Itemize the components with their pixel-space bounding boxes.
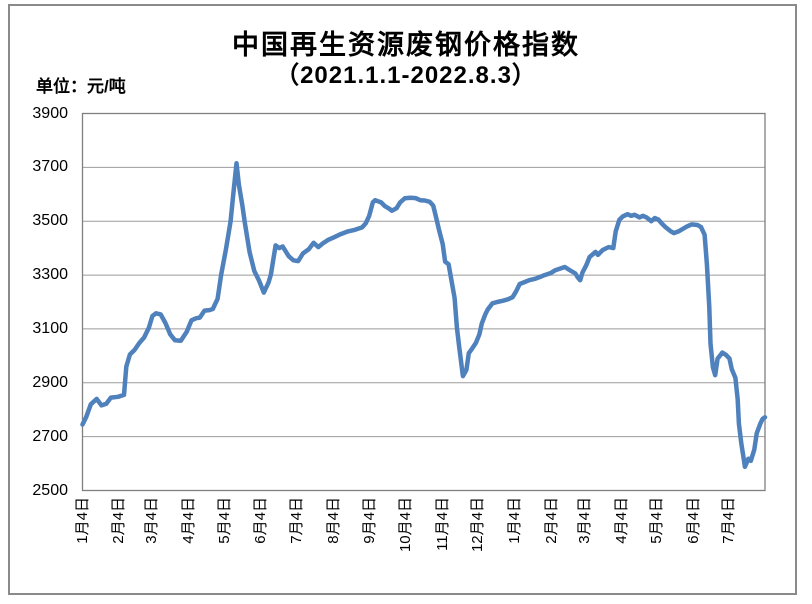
y-axis-tick-label: 3100	[32, 319, 68, 337]
y-axis-tick-label: 3300	[32, 266, 68, 284]
chart-title: 中国再生资源废钢价格指数	[232, 30, 580, 60]
unit-label: 单位：元/吨	[36, 77, 126, 96]
y-axis-tick-label: 3500	[32, 212, 68, 230]
y-axis-tick-label: 3900	[32, 104, 68, 122]
x-axis-tick-label: 7月4日	[720, 497, 738, 544]
plot-border	[81, 112, 766, 492]
page-border	[8, 4, 797, 595]
y-axis-tick-label: 2700	[32, 427, 68, 445]
y-axis-tick-label: 2900	[32, 373, 68, 391]
y-axis-tick-label: 2500	[32, 481, 68, 499]
price-line	[80, 161, 768, 470]
y-axis-tick-label: 3700	[32, 158, 68, 176]
chart-subtitle: （2021.1.1-2022.8.3）	[275, 62, 537, 89]
